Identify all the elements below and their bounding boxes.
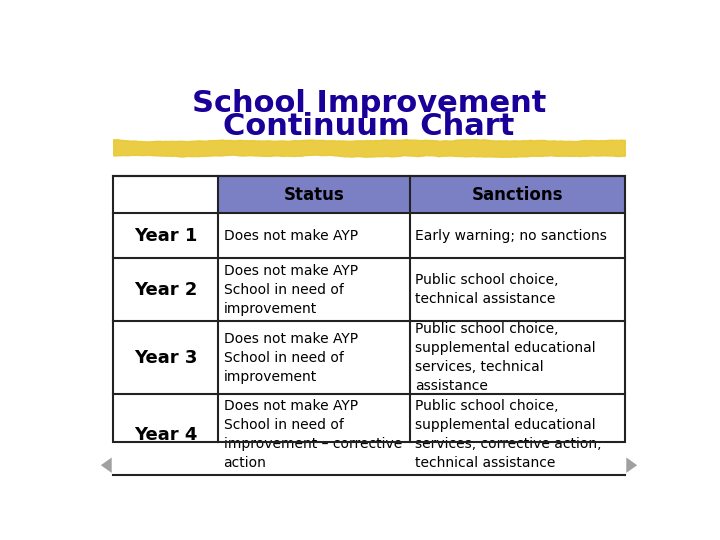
Text: Status: Status	[284, 186, 344, 204]
Text: Does not make AYP
School in need of
improvement: Does not make AYP School in need of impr…	[223, 264, 358, 315]
Polygon shape	[626, 457, 637, 473]
Polygon shape	[101, 457, 112, 473]
Bar	[410, 177, 625, 213]
Text: Does not make AYP
School in need of
improvement – corrective
action: Does not make AYP School in need of impr…	[223, 400, 402, 470]
Text: Year 4: Year 4	[134, 426, 197, 444]
Text: Public school choice,
technical assistance: Public school choice, technical assistan…	[415, 273, 559, 306]
Text: Year 1: Year 1	[134, 227, 197, 245]
Text: Year 3: Year 3	[134, 349, 197, 367]
Bar	[113, 177, 625, 442]
Text: Early warning; no sanctions: Early warning; no sanctions	[415, 229, 607, 243]
Text: Continuum Chart: Continuum Chart	[223, 112, 515, 141]
Text: School Improvement: School Improvement	[192, 89, 546, 118]
Bar	[113, 177, 625, 442]
Text: Year 2: Year 2	[134, 281, 197, 299]
Bar	[218, 177, 410, 213]
Text: Sanctions: Sanctions	[472, 186, 563, 204]
Text: Does not make AYP: Does not make AYP	[223, 229, 358, 243]
Text: Public school choice,
supplemental educational
services, corrective action,
tech: Public school choice, supplemental educa…	[415, 400, 602, 470]
Text: Public school choice,
supplemental educational
services, technical
assistance: Public school choice, supplemental educa…	[415, 322, 596, 393]
Text: Does not make AYP
School in need of
improvement: Does not make AYP School in need of impr…	[223, 332, 358, 384]
